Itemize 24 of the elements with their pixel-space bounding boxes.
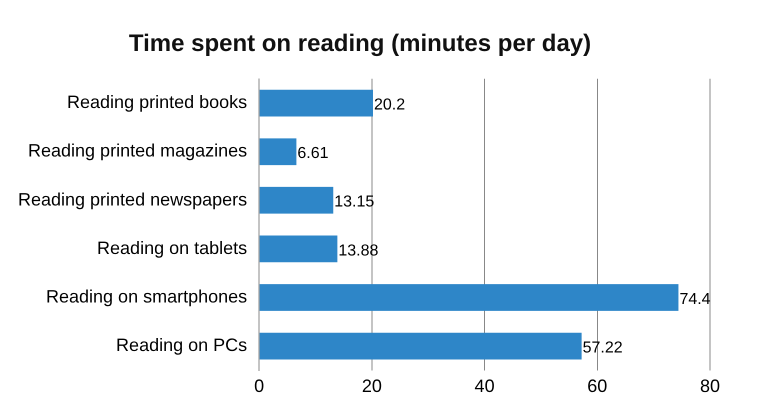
bar: [260, 284, 678, 311]
x-tick-label: 60: [587, 376, 608, 396]
data-label: 20.2: [374, 96, 406, 114]
y-tick-label: Reading on smartphones: [46, 286, 248, 306]
x-tick-label: 0: [254, 376, 264, 396]
y-tick-label: Reading on PCs: [116, 335, 248, 356]
bar: [260, 236, 338, 262]
data-label: 6.61: [297, 145, 329, 162]
data-label: 74.4: [679, 290, 711, 308]
bar: [260, 90, 373, 116]
x-tick-label: 20: [362, 376, 382, 396]
y-tick-label: Reading printed newspapers: [18, 189, 248, 210]
bar: [260, 138, 296, 166]
x-tick-label: 80: [700, 376, 720, 396]
x-tick-label: 40: [474, 376, 495, 396]
bar: [260, 332, 582, 360]
y-tick-label: Reading printed magazines: [28, 140, 248, 161]
data-label: 13.88: [338, 242, 379, 260]
bar: [260, 186, 334, 214]
y-tick-label: Reading on tablets: [97, 238, 248, 258]
data-label: 13.15: [334, 194, 374, 211]
y-tick-label: Reading printed books: [67, 92, 248, 112]
data-label: 57.22: [582, 340, 623, 357]
chart-title: Time spent on reading (minutes per day): [128, 30, 592, 58]
